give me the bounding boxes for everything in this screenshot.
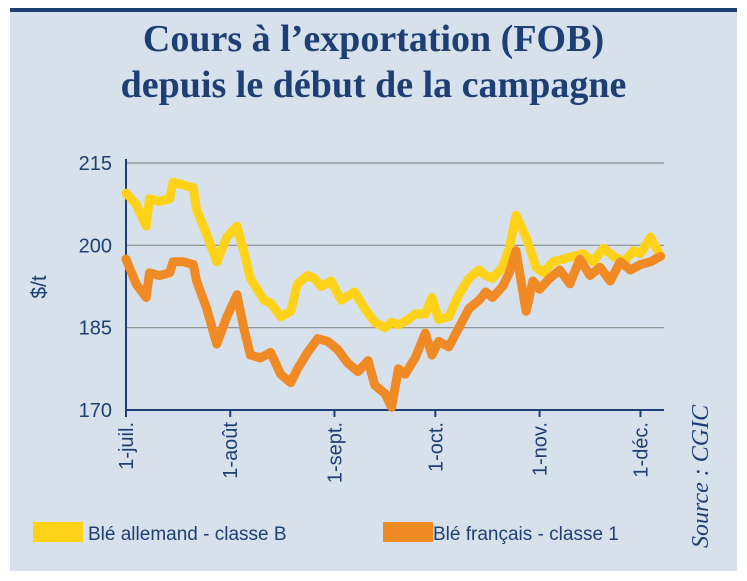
y-tick-label: 185: [79, 318, 112, 340]
y-tick-label: 215: [79, 153, 112, 175]
legend-swatch-2: [383, 522, 433, 542]
chart-panel: [10, 8, 737, 571]
title-line-1: Cours à l’exportation (FOB): [142, 18, 605, 60]
x-tick-label: 1-nov.: [530, 422, 552, 476]
y-tick-label: 200: [79, 235, 112, 257]
series-line-2: [121, 246, 666, 412]
x-tick-label: 1-déc.: [630, 422, 652, 478]
source-note: Source : CGIC: [688, 404, 714, 548]
series-line-1: [121, 177, 666, 333]
y-tick-label: 170: [79, 400, 112, 422]
x-tick-label: 1-sept.: [324, 422, 346, 483]
legend-swatch-1: [33, 522, 83, 542]
y-axis-label: $/t: [28, 275, 51, 299]
legend-label-2: Blé français - classe 1: [433, 524, 619, 545]
title-line-2: depuis le début de la campagne: [120, 64, 627, 106]
x-tick-label: 1-août: [220, 422, 242, 479]
x-tick-label: 1-juil.: [116, 422, 138, 470]
legend-label-1: Blé allemand - classe B: [88, 524, 287, 545]
x-tick-label: 1-oct.: [425, 422, 447, 472]
chart-title: Cours à l’exportation (FOB) depuis le dé…: [0, 16, 747, 108]
